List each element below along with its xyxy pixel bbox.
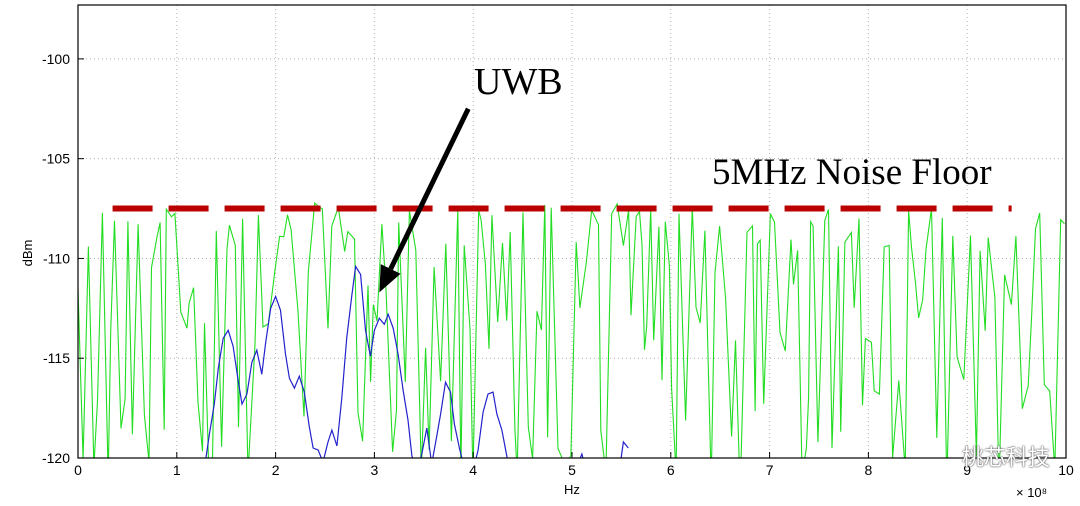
x-tick-label: 9 xyxy=(963,462,971,478)
y-tick-label: -100 xyxy=(42,51,70,67)
x-multiplier-label: × 10⁸ xyxy=(1016,485,1047,500)
x-tick-label: 6 xyxy=(667,462,675,478)
y-tick-label: -120 xyxy=(42,450,70,466)
uwb-trace xyxy=(205,264,629,458)
y-tick-label: -110 xyxy=(43,250,70,266)
y-axis-label: dBm xyxy=(20,240,35,267)
noise-series xyxy=(78,201,1065,458)
y-tick-label: -105 xyxy=(42,151,70,167)
uwb-annotation: UWB xyxy=(474,61,563,103)
x-tick-label: 0 xyxy=(74,462,82,478)
y-tick-label: -115 xyxy=(43,350,70,366)
x-tick-label: 10 xyxy=(1058,462,1074,478)
x-tick-label: 1 xyxy=(173,462,181,478)
x-tick-label: 7 xyxy=(766,462,774,478)
x-tick-label: 2 xyxy=(272,462,280,478)
x-axis-label: Hz xyxy=(564,482,580,497)
noise-floor-annotation: 5MHz Noise Floor xyxy=(712,152,992,193)
watermark: 桃芯科技 xyxy=(961,446,1050,471)
noise-trace xyxy=(78,201,1065,458)
grid xyxy=(78,5,1066,458)
uwb-arrow xyxy=(379,107,471,293)
axis-ticks: 0 1 2 3 4 5 6 7 8 9 10 -100 -105 -110 -115 -120 xyxy=(42,51,1074,478)
x-tick-label: 8 xyxy=(865,462,873,478)
x-tick-label: 4 xyxy=(469,462,477,478)
uwb-series xyxy=(205,264,629,458)
x-tick-label: 3 xyxy=(371,462,379,478)
x-tick-label: 5 xyxy=(568,462,576,478)
